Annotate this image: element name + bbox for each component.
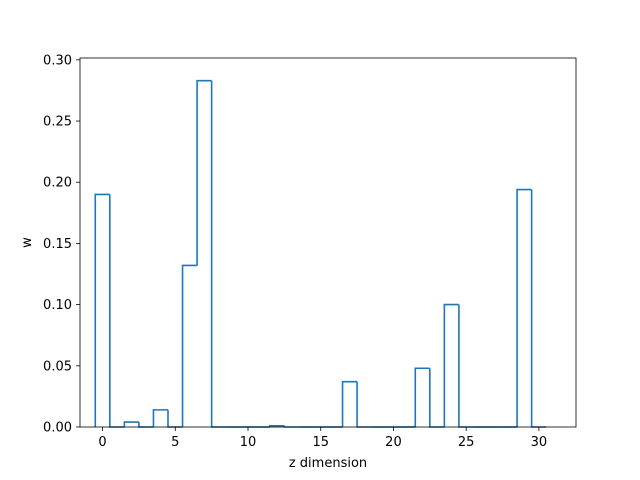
x-tick-label: 30: [531, 435, 548, 450]
histogram-bin: [458, 304, 474, 428]
histogram-bin: [181, 264, 198, 427]
x-tick-label: 5: [171, 435, 179, 450]
y-tick-label: 0.00: [43, 421, 72, 436]
histogram-bin: [341, 380, 358, 427]
histogram-bin: [414, 367, 430, 427]
x-tick-label: 10: [240, 435, 257, 450]
histogram-bin: [269, 424, 285, 427]
x-axis-label: z dimension: [289, 456, 367, 471]
histogram-bin: [356, 381, 372, 428]
histogram-bin: [123, 421, 139, 427]
y-tick-label: 0.10: [43, 298, 72, 313]
histogram-bin: [152, 409, 168, 427]
y-tick-label: 0.15: [43, 237, 72, 252]
histogram-bin: [516, 188, 532, 427]
y-tick-label: 0.05: [43, 359, 72, 374]
y-tick-label: 0.25: [43, 115, 72, 130]
x-tick-label: 20: [385, 435, 402, 450]
histogram-bin: [530, 189, 547, 428]
y-tick-label: 0.30: [43, 53, 72, 68]
y-axis: 0.00 0.05 0.10 0.15 0.20 0.25 0.30: [43, 53, 80, 436]
histogram-bin: [94, 193, 110, 427]
y-tick-label: 0.20: [43, 176, 72, 191]
x-tick-label: 25: [458, 435, 475, 450]
histogram-bin: [196, 79, 212, 266]
histogram-bin: [109, 194, 125, 428]
x-axis: 0 5 10 15 20 25 30: [98, 427, 547, 450]
x-tick-label: 15: [312, 435, 329, 450]
histogram-bin: [138, 422, 154, 428]
histogram-bin: [443, 303, 459, 427]
histogram-bin: [429, 368, 445, 428]
histogram-bin: [167, 409, 183, 428]
histogram-bin: [210, 80, 227, 428]
plot-frame: [79, 57, 577, 428]
y-axis-label: w: [20, 237, 35, 248]
x-tick-label: 0: [98, 435, 106, 450]
